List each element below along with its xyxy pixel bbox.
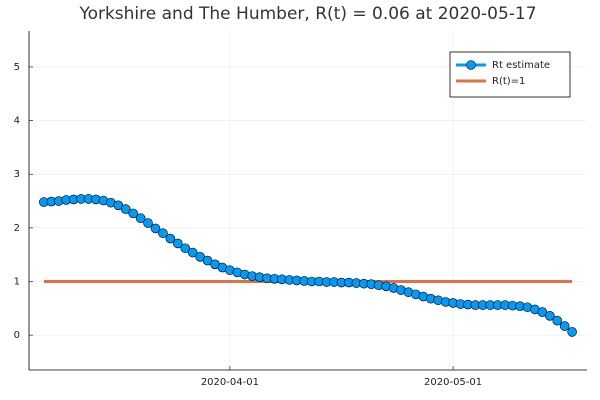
point bbox=[120, 204, 131, 214]
point bbox=[173, 238, 183, 249]
legend-label: Rt estimate bbox=[492, 60, 550, 71]
chart-title: Yorkshire and The Humber, R(t) = 0.06 at… bbox=[78, 4, 536, 24]
legend-box bbox=[449, 51, 571, 98]
legend-marker bbox=[466, 60, 476, 70]
y-tick-label: 4 bbox=[14, 116, 20, 127]
point bbox=[165, 233, 176, 244]
point bbox=[150, 223, 161, 234]
point bbox=[552, 315, 563, 326]
point bbox=[559, 321, 570, 331]
point bbox=[143, 218, 153, 228]
point bbox=[158, 228, 168, 239]
series-line bbox=[43, 197, 574, 334]
legend-label: R(t)=1 bbox=[492, 76, 525, 87]
point bbox=[544, 311, 555, 321]
point bbox=[128, 208, 138, 219]
y-tick-label: 1 bbox=[14, 276, 20, 287]
y-tick-label: 0 bbox=[14, 330, 20, 341]
y-tick-label: 2 bbox=[14, 223, 20, 234]
point bbox=[567, 327, 577, 337]
point bbox=[135, 213, 146, 224]
y-tick-label: 3 bbox=[14, 169, 20, 180]
point bbox=[180, 243, 191, 254]
x-tick-label: 2020-04-01 bbox=[201, 377, 259, 388]
point bbox=[187, 247, 198, 258]
y-tick-label: 5 bbox=[14, 62, 20, 73]
x-tick-label: 2020-05-01 bbox=[424, 377, 482, 388]
